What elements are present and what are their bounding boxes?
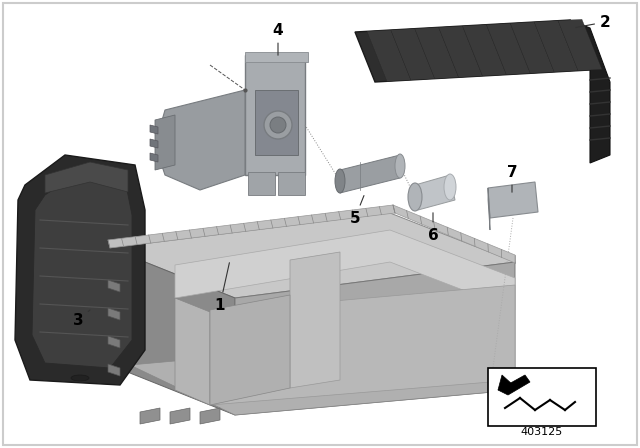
Text: 3: 3 (73, 310, 90, 327)
Ellipse shape (335, 169, 345, 193)
Text: 5: 5 (349, 196, 364, 225)
Polygon shape (110, 213, 515, 298)
Polygon shape (200, 408, 220, 424)
Polygon shape (150, 153, 158, 162)
Ellipse shape (264, 111, 292, 139)
Polygon shape (488, 182, 538, 218)
Polygon shape (15, 155, 145, 385)
Polygon shape (498, 375, 513, 390)
Polygon shape (210, 285, 515, 405)
Polygon shape (391, 29, 435, 80)
Ellipse shape (444, 174, 456, 200)
Polygon shape (534, 21, 578, 72)
Polygon shape (415, 27, 459, 79)
Polygon shape (210, 295, 290, 405)
Polygon shape (558, 19, 602, 71)
Polygon shape (393, 205, 515, 263)
Polygon shape (245, 55, 305, 175)
Polygon shape (45, 162, 128, 193)
Polygon shape (340, 155, 400, 193)
Polygon shape (235, 262, 515, 415)
Polygon shape (108, 280, 120, 292)
Polygon shape (570, 20, 610, 163)
Polygon shape (367, 30, 411, 82)
Polygon shape (438, 26, 483, 78)
Polygon shape (245, 52, 308, 62)
Polygon shape (510, 22, 554, 73)
Ellipse shape (408, 183, 422, 211)
Polygon shape (175, 230, 515, 310)
Polygon shape (130, 340, 515, 415)
Polygon shape (170, 408, 190, 424)
Text: 2: 2 (576, 14, 611, 30)
Polygon shape (108, 308, 120, 320)
Polygon shape (278, 172, 305, 195)
Ellipse shape (270, 117, 286, 133)
Text: 1: 1 (215, 263, 229, 313)
Bar (488, 368, 596, 426)
Text: 403125: 403125 (521, 427, 563, 437)
Polygon shape (463, 25, 506, 76)
Polygon shape (108, 364, 120, 376)
Text: 6: 6 (428, 213, 438, 242)
Polygon shape (32, 172, 132, 368)
Polygon shape (488, 188, 490, 230)
Polygon shape (415, 175, 455, 210)
Polygon shape (110, 248, 235, 415)
Polygon shape (150, 139, 158, 148)
Ellipse shape (71, 375, 89, 381)
Ellipse shape (395, 154, 405, 178)
Polygon shape (355, 20, 590, 82)
Polygon shape (155, 115, 175, 170)
Polygon shape (498, 375, 530, 395)
Polygon shape (175, 298, 210, 405)
Polygon shape (108, 205, 395, 248)
Polygon shape (155, 90, 245, 190)
Text: 7: 7 (507, 164, 517, 192)
Text: 4: 4 (273, 22, 284, 55)
Polygon shape (140, 408, 160, 424)
Polygon shape (290, 252, 340, 388)
Polygon shape (150, 125, 158, 134)
Polygon shape (255, 90, 298, 155)
Polygon shape (248, 172, 275, 195)
Polygon shape (486, 23, 531, 75)
Polygon shape (108, 336, 120, 348)
